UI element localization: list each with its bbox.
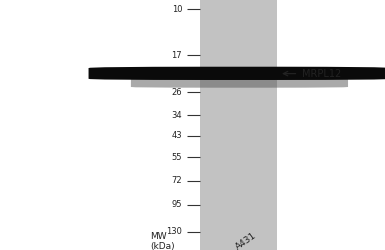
- Text: 34: 34: [171, 111, 182, 120]
- Text: 72: 72: [171, 176, 182, 185]
- Text: 43: 43: [171, 131, 182, 140]
- Text: A431: A431: [234, 231, 258, 250]
- Text: 130: 130: [166, 228, 182, 236]
- Text: 10: 10: [172, 5, 182, 14]
- Text: MRPL12: MRPL12: [302, 68, 341, 78]
- Text: MW
(kDa): MW (kDa): [150, 232, 175, 250]
- Text: 95: 95: [172, 200, 182, 209]
- Text: 17: 17: [171, 51, 182, 60]
- Text: 26: 26: [171, 88, 182, 97]
- Text: 55: 55: [172, 153, 182, 162]
- FancyBboxPatch shape: [89, 67, 385, 80]
- FancyBboxPatch shape: [131, 77, 348, 88]
- FancyBboxPatch shape: [200, 0, 277, 250]
